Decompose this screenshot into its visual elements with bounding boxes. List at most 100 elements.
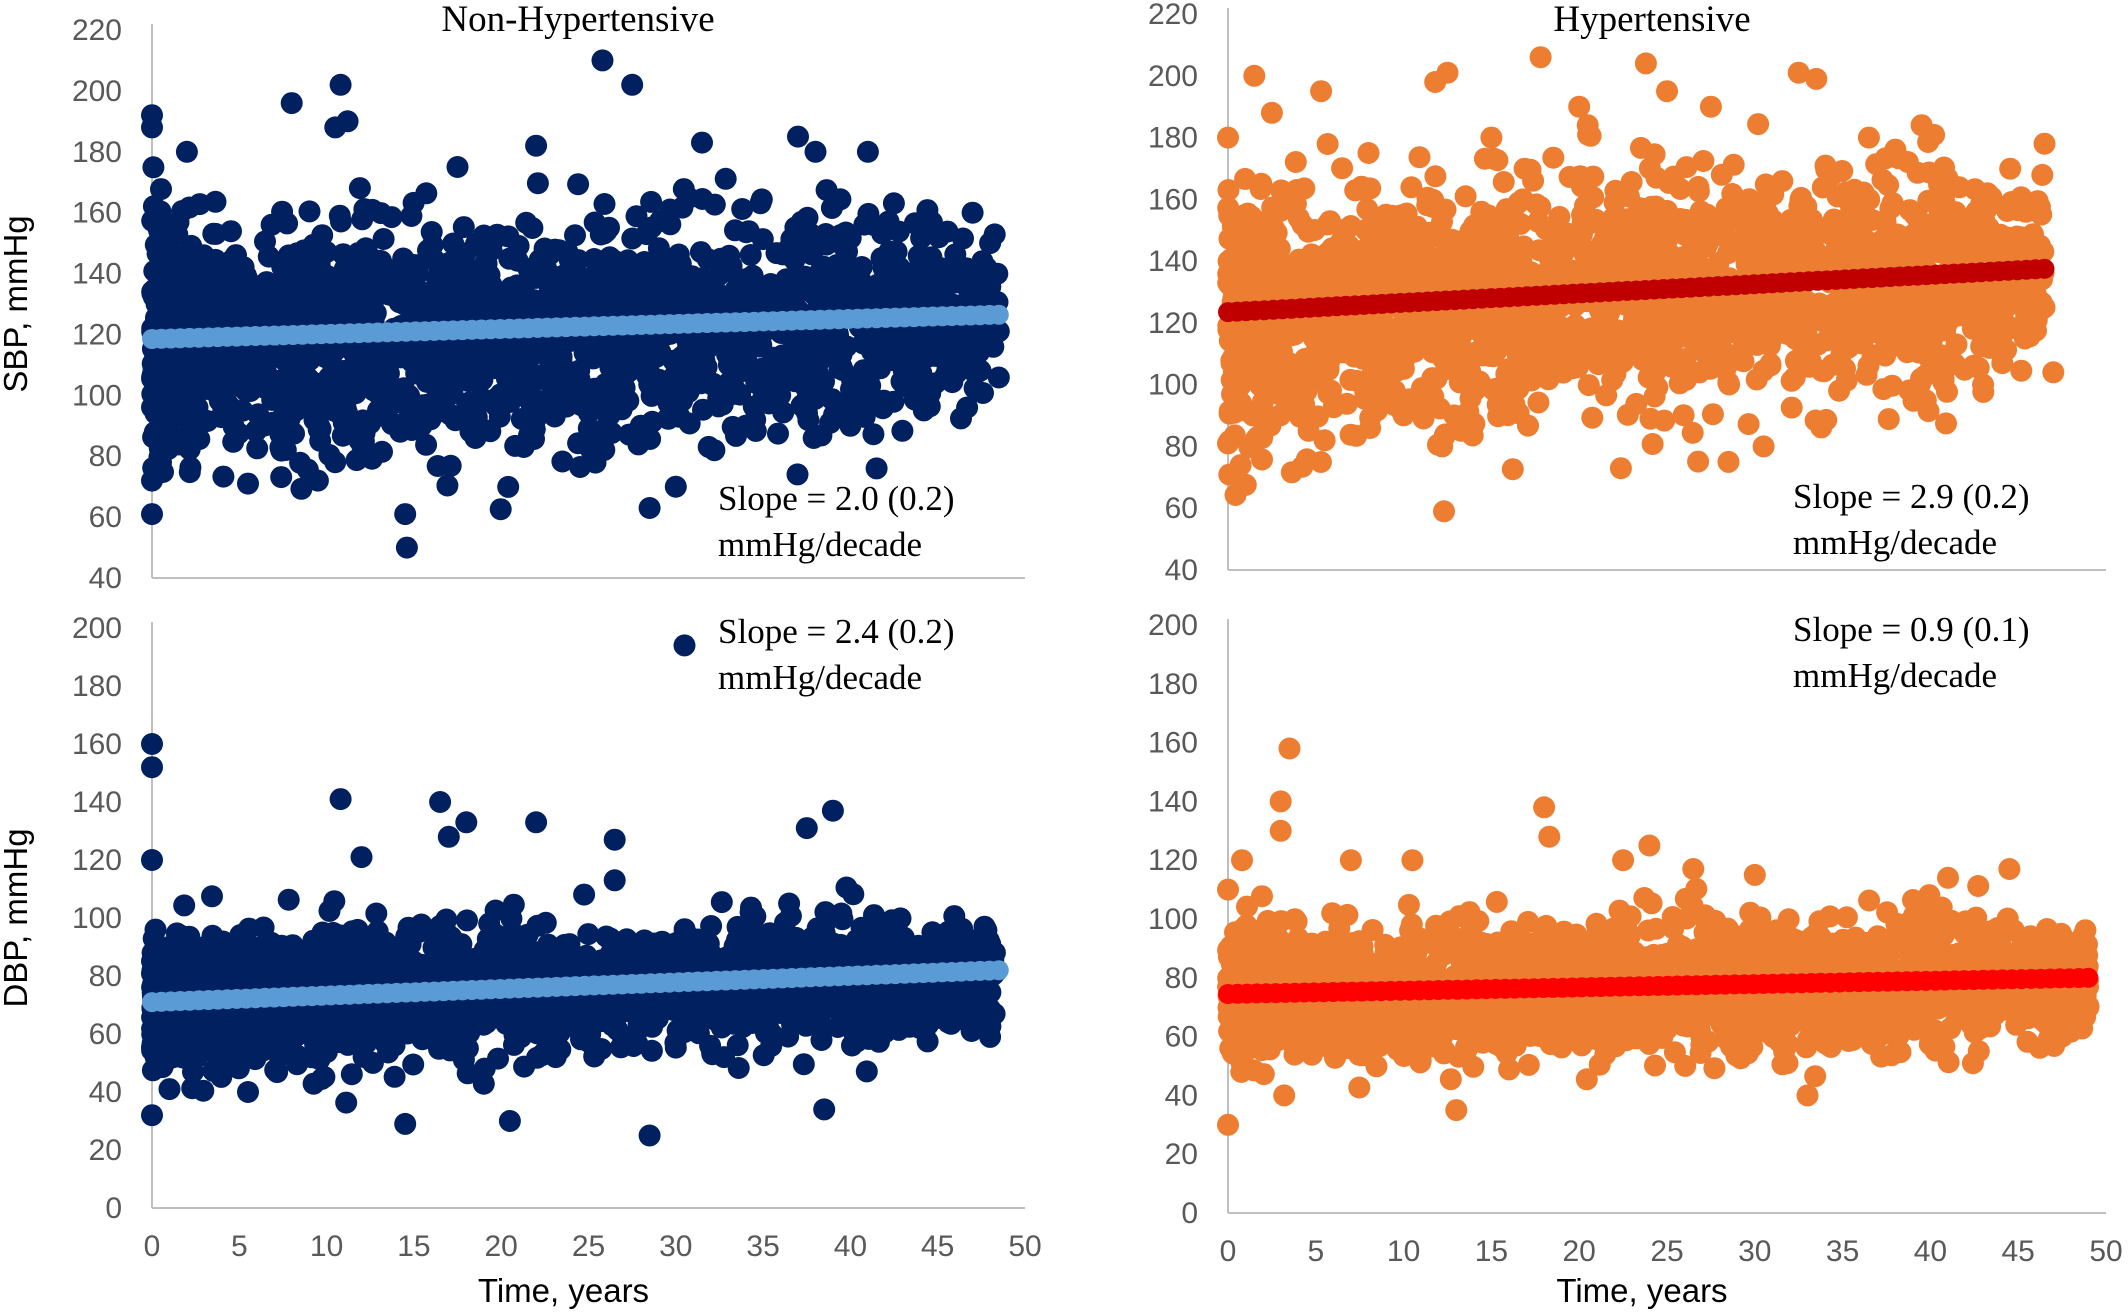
data-point <box>1707 324 1730 347</box>
x-tick-label: 40 <box>834 1230 867 1263</box>
x-tick-label: 0 <box>144 1230 161 1263</box>
data-point <box>144 918 167 941</box>
data-point <box>1495 198 1518 221</box>
y-tick-label: 60 <box>89 1018 122 1051</box>
trend-point <box>988 304 1009 325</box>
data-point <box>1501 458 1524 481</box>
data-point <box>1218 204 1241 227</box>
data-point <box>456 909 478 932</box>
data-point <box>693 274 716 297</box>
data-point <box>1615 225 1638 248</box>
data-point <box>595 415 618 438</box>
data-point <box>1809 295 1832 318</box>
data-point <box>387 381 410 404</box>
data-point <box>657 407 680 429</box>
data-point <box>1687 450 1710 473</box>
data-point <box>891 419 914 442</box>
data-point <box>1592 304 1615 327</box>
data-point <box>465 351 487 374</box>
data-point <box>1316 133 1339 155</box>
y-tick-label: 100 <box>1148 369 1198 402</box>
y-tick-label: 60 <box>89 501 122 534</box>
data-point <box>405 362 428 385</box>
data-point <box>442 295 465 318</box>
data-point <box>640 216 663 239</box>
data-point <box>1218 402 1241 425</box>
y-tick-label: 120 <box>1148 307 1198 340</box>
data-point <box>298 200 321 223</box>
data-point <box>1469 209 1492 232</box>
data-point <box>220 279 243 301</box>
data-point <box>1656 80 1678 103</box>
data-point <box>756 379 779 402</box>
data-point <box>710 891 733 914</box>
data-point <box>1522 169 1545 192</box>
data-point <box>188 193 211 216</box>
data-point <box>206 353 229 376</box>
trend-point <box>2034 258 2055 279</box>
data-point <box>636 425 659 448</box>
data-point <box>1639 407 1662 430</box>
data-point <box>1357 142 1380 164</box>
data-point <box>757 355 780 378</box>
data-point <box>1356 198 1379 221</box>
data-point <box>2007 199 2030 222</box>
data-point <box>1780 369 1803 392</box>
data-point <box>1571 334 1594 357</box>
data-point <box>1786 290 1809 313</box>
data-point <box>278 362 301 385</box>
data-point <box>933 258 956 281</box>
data-point <box>480 239 503 262</box>
data-point <box>316 377 339 400</box>
data-point <box>2042 361 2065 384</box>
data-point <box>368 381 390 404</box>
data-point <box>659 198 681 221</box>
data-point <box>1431 347 1454 370</box>
data-point <box>820 197 843 219</box>
data-point <box>1762 183 1785 206</box>
y-tick-label: 160 <box>1148 183 1198 216</box>
data-point <box>1924 353 1947 375</box>
data-point <box>1727 342 1750 365</box>
data-point <box>640 190 663 213</box>
data-point <box>664 475 687 498</box>
data-point <box>150 178 172 201</box>
data-point <box>2021 227 2044 250</box>
data-point <box>709 247 732 270</box>
data-point <box>1747 113 1770 136</box>
data-point <box>427 378 450 401</box>
data-point <box>703 439 726 462</box>
data-point <box>270 407 293 430</box>
data-point <box>1305 353 1328 376</box>
data-point <box>1687 335 1710 358</box>
data-point <box>270 466 293 489</box>
data-point <box>1243 277 1265 300</box>
data-point <box>618 262 641 285</box>
data-point <box>478 278 501 301</box>
data-point <box>525 134 548 157</box>
data-point <box>173 894 196 917</box>
x-tick-label: 25 <box>572 1230 605 1263</box>
data-point <box>1291 455 1314 478</box>
data-point <box>368 283 391 306</box>
data-point <box>1284 151 1307 173</box>
data-point <box>1366 352 1389 375</box>
data-point <box>280 92 303 115</box>
data-point <box>1759 244 1782 267</box>
y-tick-label: 20 <box>89 1134 122 1167</box>
data-point <box>1482 329 1505 352</box>
data-point <box>1675 156 1698 179</box>
y-tick-label: 120 <box>72 844 122 877</box>
y-tick-label: 180 <box>72 136 122 169</box>
data-point <box>1303 327 1326 350</box>
data-point <box>290 477 313 500</box>
data-point <box>1668 372 1691 395</box>
data-point <box>512 436 535 458</box>
data-point <box>987 366 1010 389</box>
data-point <box>1420 247 1443 270</box>
data-point <box>961 201 984 224</box>
data-point <box>632 281 655 304</box>
data-point <box>1365 258 1388 281</box>
data-point <box>348 177 371 200</box>
